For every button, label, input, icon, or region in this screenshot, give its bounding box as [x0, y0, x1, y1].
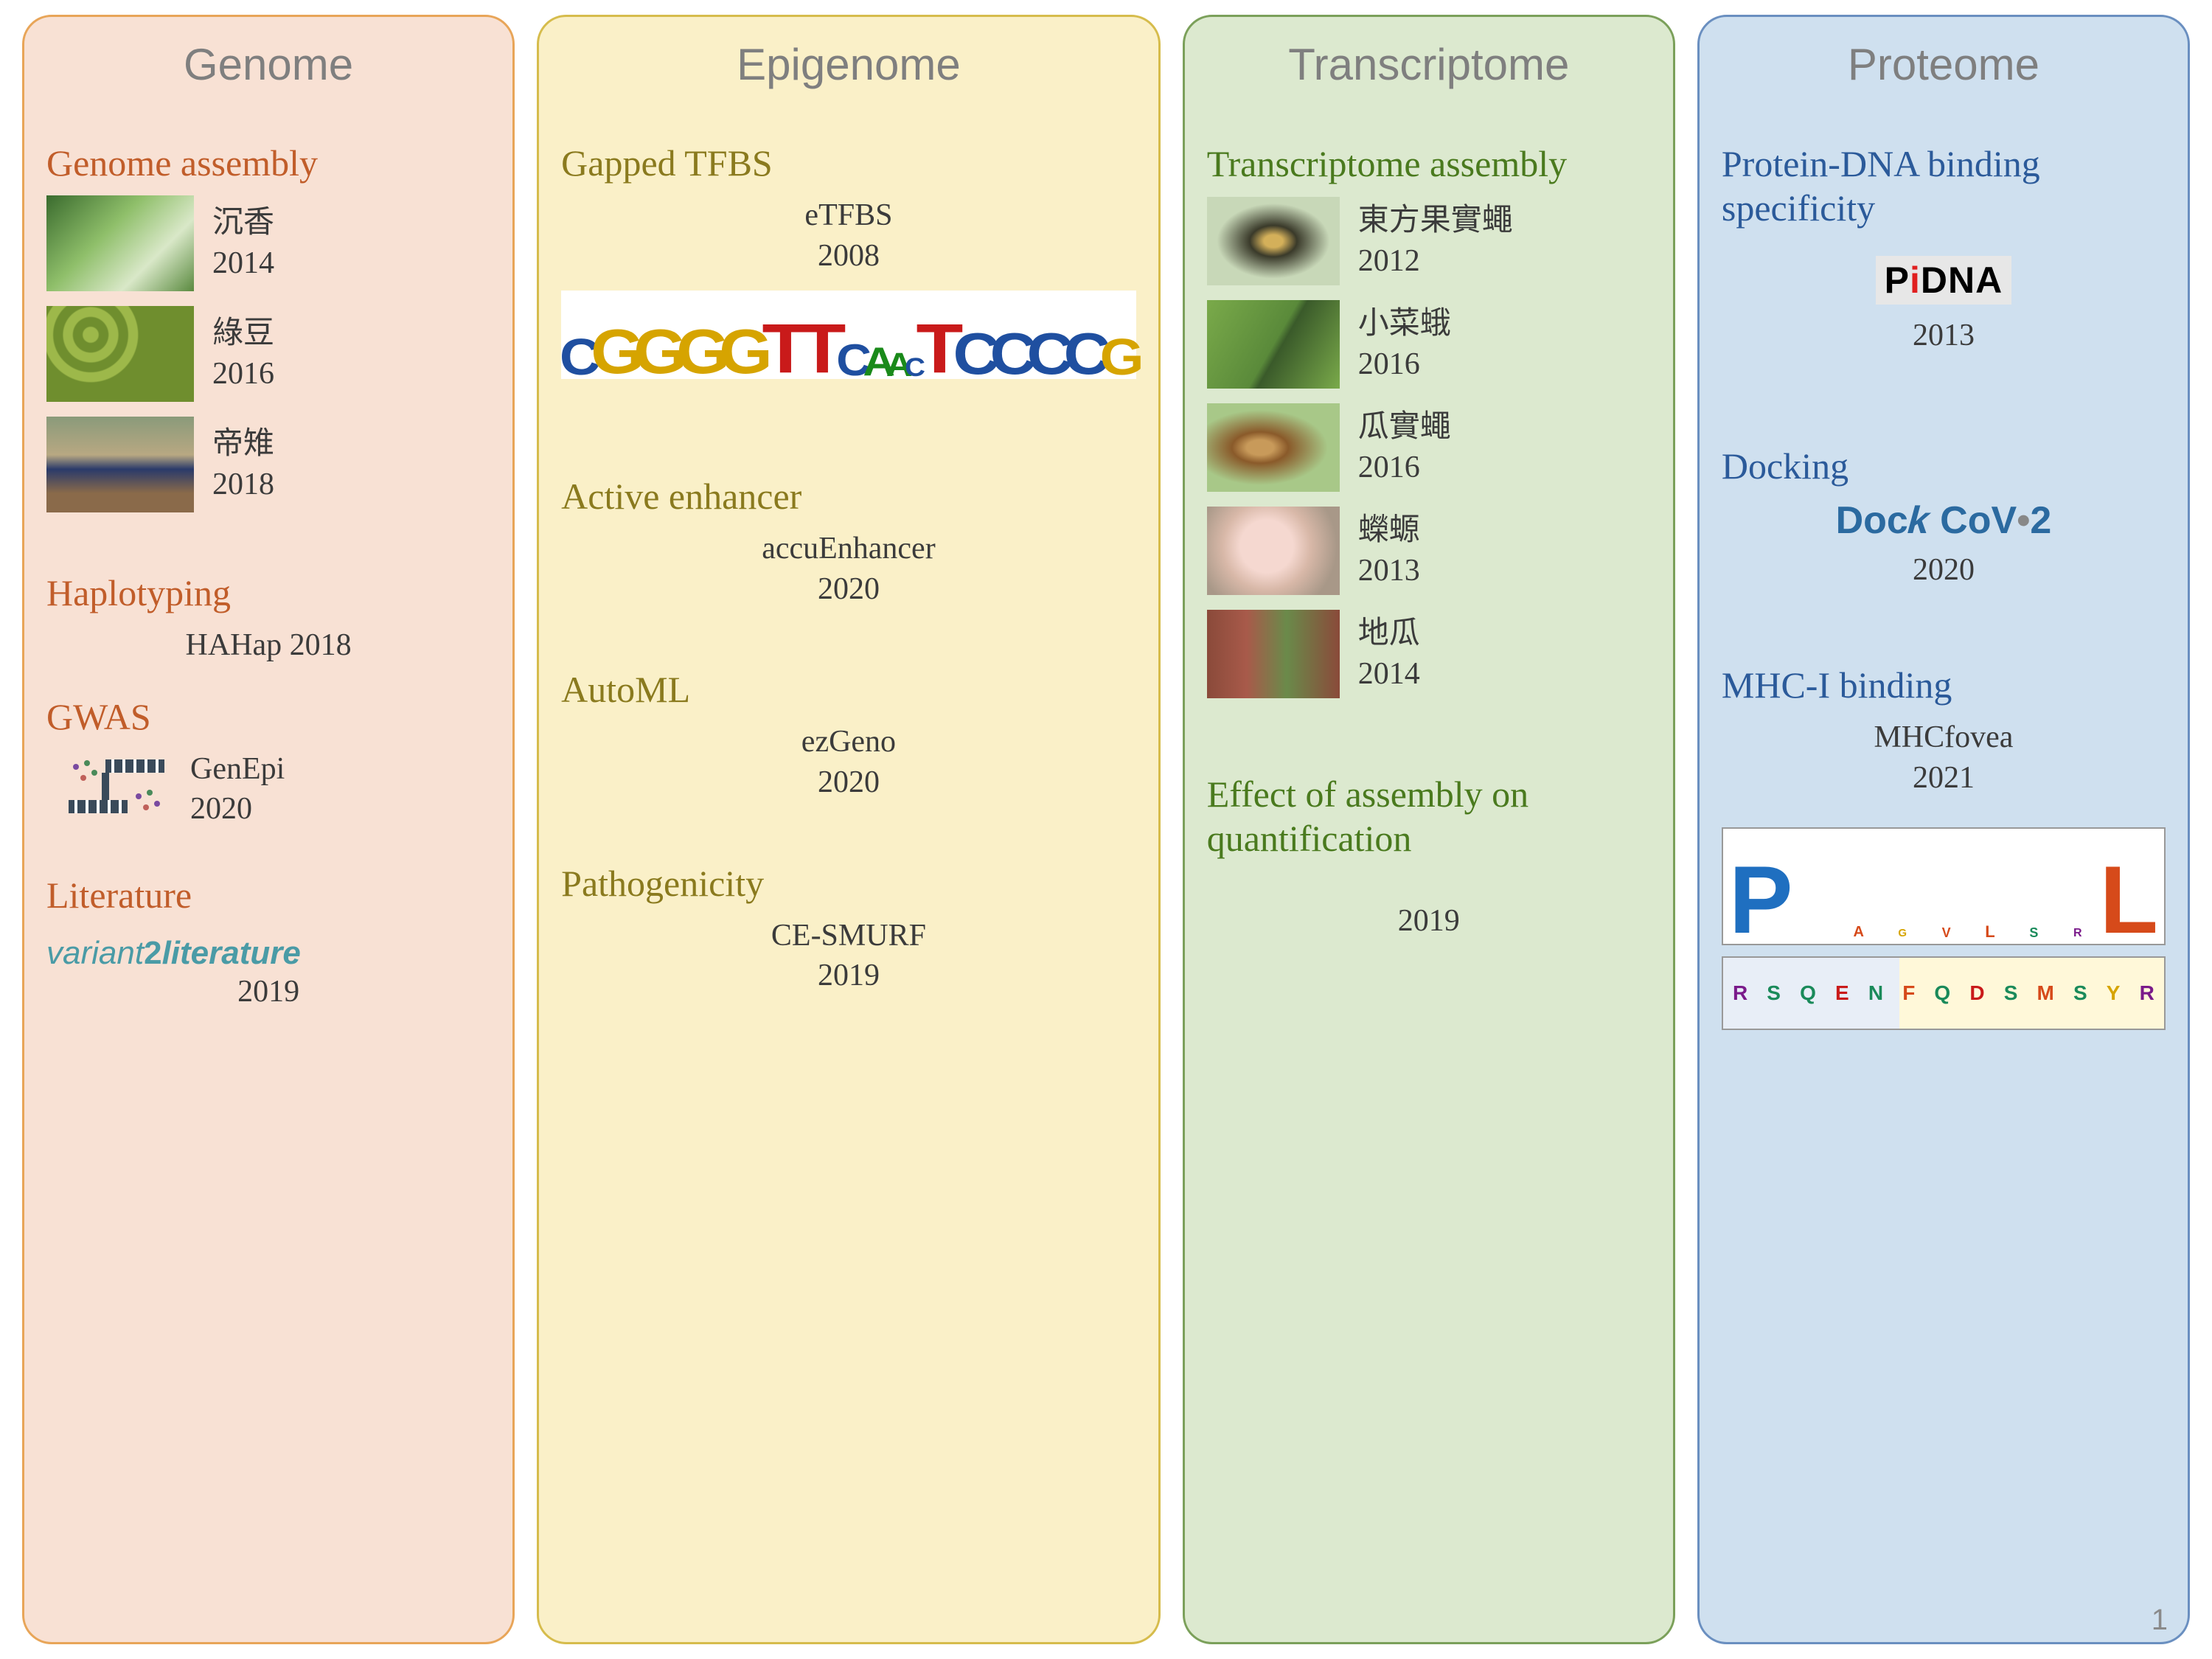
panel-epigenome: Epigenome Gapped TFBS eTFBS 2008 CGGGGTT…	[537, 15, 1161, 1644]
item-label: 地瓜2014	[1358, 613, 1420, 694]
thumb-icon	[1207, 197, 1340, 285]
item-label: 綠豆 2016	[212, 313, 274, 394]
panel-title: Proteome	[1722, 39, 2166, 90]
section-heading: Literature	[46, 874, 490, 917]
section-heading: Protein-DNA binding specificity	[1722, 142, 2166, 230]
genome-assembly-item: 綠豆 2016	[46, 306, 490, 402]
pidna-logo: PiDNA	[1876, 256, 2012, 305]
section-heading: AutoML	[561, 668, 1136, 711]
item-label: eTFBS 2008	[561, 195, 1136, 276]
item-label: 帝雉 2018	[212, 424, 274, 504]
genepi-icon	[61, 752, 172, 826]
thumb-icon	[1207, 610, 1340, 698]
genome-assembly-item: 沉香 2014	[46, 195, 490, 291]
panel-transcriptome: Transcriptome Transcriptome assembly 東方果…	[1183, 15, 1675, 1644]
panels-row: Genome Genome assembly 沉香 2014 綠豆 2016 帝…	[0, 0, 2212, 1659]
item-label: accuEnhancer 2020	[561, 529, 1136, 609]
variant2literature-logo: variant2literature	[46, 935, 490, 972]
item-label: GenEpi 2020	[190, 749, 285, 830]
section-heading: Transcriptome assembly	[1207, 142, 1651, 186]
section-heading: Haplotyping	[46, 571, 490, 614]
panel-proteome: Proteome Protein-DNA binding specificity…	[1697, 15, 2190, 1644]
sequence-logo-upper: P AGVLSRL	[1722, 827, 2166, 945]
panel-genome: Genome Genome assembly 沉香 2014 綠豆 2016 帝…	[22, 15, 515, 1644]
dockcov2-logo: Dock CoV•2	[1722, 498, 2166, 543]
panel-title: Transcriptome	[1207, 39, 1651, 90]
transcriptome-item: 蠑螈2013	[1207, 507, 1651, 595]
item-year: 2019	[46, 972, 490, 1012]
section-heading: Active enhancer	[561, 475, 1136, 518]
motif-sequence-logo: CGGGGTTCAACTCCCCG	[561, 291, 1136, 379]
transcriptome-item: 瓜實蠅2016	[1207, 403, 1651, 492]
item-label: 沉香 2014	[212, 203, 274, 283]
page-number: 1	[2152, 1604, 2168, 1637]
section-heading: Docking	[1722, 445, 2166, 487]
item-label: HAHap 2018	[46, 625, 490, 666]
thumb-mungbean	[46, 306, 194, 402]
thumb-agarwood	[46, 195, 194, 291]
genome-assembly-item: 帝雉 2018	[46, 417, 490, 512]
section-heading: Gapped TFBS	[561, 142, 1136, 184]
thumb-icon	[1207, 300, 1340, 389]
item-label: 東方果實蠅2012	[1358, 201, 1513, 281]
transcriptome-item: 東方果實蠅2012	[1207, 197, 1651, 285]
item-label: 蠑螈2013	[1358, 510, 1420, 591]
item-label: ezGeno 2020	[561, 722, 1136, 802]
item-label: CE-SMURF 2019	[561, 916, 1136, 996]
section-heading: Pathogenicity	[561, 862, 1136, 905]
panel-title: Epigenome	[561, 39, 1136, 90]
section-heading: Effect of assembly on quantification	[1207, 772, 1651, 860]
transcriptome-item: 小菜蛾2016	[1207, 300, 1651, 389]
section-heading: MHC-I binding	[1722, 664, 2166, 706]
item-year: 2020	[1722, 550, 2166, 591]
sequence-logo-lower: RSQENFQDSMSYR	[1722, 956, 2166, 1030]
item-label: 瓜實蠅2016	[1358, 407, 1451, 487]
item-label: 小菜蛾2016	[1358, 304, 1451, 384]
section-heading: GWAS	[46, 695, 490, 738]
thumb-pheasant	[46, 417, 194, 512]
thumb-icon	[1207, 507, 1340, 595]
item-year: 2013	[1722, 316, 2166, 356]
thumb-icon	[1207, 403, 1340, 492]
gwas-item: GenEpi 2020	[61, 749, 490, 830]
panel-title: Genome	[46, 39, 490, 90]
item-label: MHCfovea 2021	[1722, 717, 2166, 798]
section-heading: Genome assembly	[46, 142, 490, 184]
item-year: 2019	[1207, 901, 1651, 942]
transcriptome-item: 地瓜2014	[1207, 610, 1651, 698]
